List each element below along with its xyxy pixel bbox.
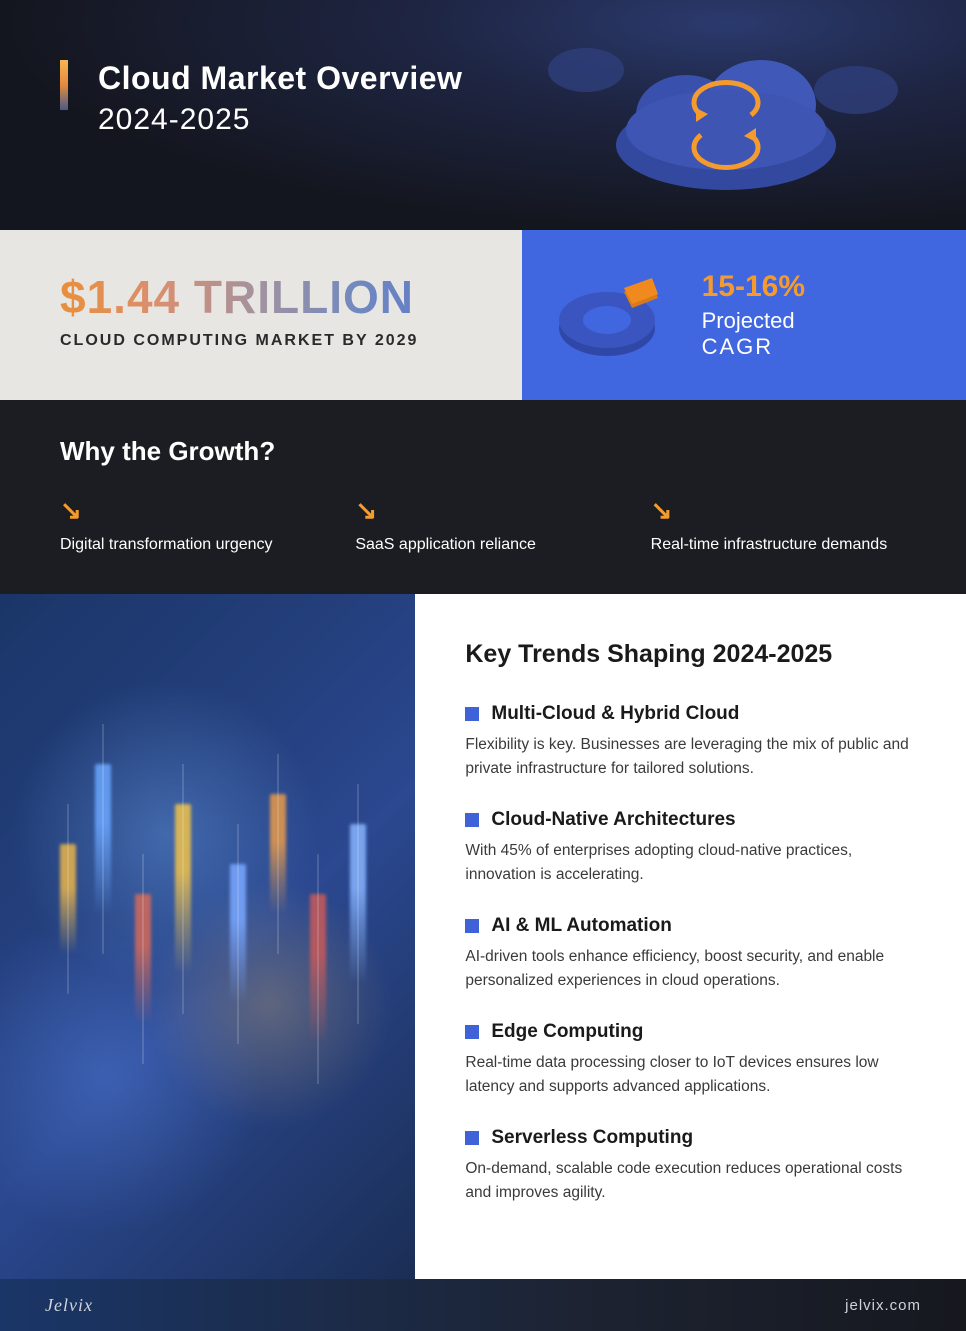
trends-illustration: [0, 594, 415, 1279]
candle-wick: [182, 764, 184, 1014]
trend-item: AI & ML Automation AI-driven tools enhanc…: [465, 915, 916, 993]
trends-section: Key Trends Shaping 2024-2025 Multi-Cloud…: [0, 594, 966, 1279]
trend-item: Serverless Computing On-demand, scalable …: [465, 1127, 916, 1205]
trend-item: Cloud-Native Architectures With 45% of en…: [465, 809, 916, 887]
square-bullet-icon: [465, 813, 479, 827]
footer-brand: Jelvix: [45, 1295, 93, 1316]
trend-item: Multi-Cloud & Hybrid Cloud Flexibility is…: [465, 703, 916, 781]
cagr-label-1: Projected: [702, 308, 805, 334]
trends-heading: Key Trends Shaping 2024-2025: [465, 640, 916, 669]
trend-title: Multi-Cloud & Hybrid Cloud: [491, 703, 739, 725]
arrow-icon: ↘: [60, 495, 315, 526]
trend-title: AI & ML Automation: [491, 915, 671, 937]
hero-subtitle: 2024-2025: [98, 103, 462, 137]
trends-content: Key Trends Shaping 2024-2025 Multi-Cloud…: [415, 594, 966, 1279]
growth-list: ↘ Digital transformation urgency ↘ SaaS …: [60, 495, 906, 554]
candle-wick: [277, 754, 279, 954]
candle-wick: [142, 854, 144, 1064]
growth-item: ↘ Real-time infrastructure demands: [651, 495, 906, 554]
candle-wick: [67, 804, 69, 994]
hero-text: Cloud Market Overview 2024-2025: [98, 60, 462, 230]
market-size-label: CLOUD COMPUTING MARKET BY 2029: [60, 332, 462, 350]
arrow-icon: ↘: [651, 495, 906, 526]
square-bullet-icon: [465, 707, 479, 721]
trend-item: Edge Computing Real-time data processing …: [465, 1021, 916, 1099]
cagr-panel: 15-16% Projected CAGR: [522, 230, 966, 400]
cloud-icon: [526, 20, 926, 220]
stats-section: $1.44 TRILLION CLOUD COMPUTING MARKET BY…: [0, 230, 966, 400]
growth-item-label: Real-time infrastructure demands: [651, 536, 888, 553]
trend-description: Flexibility is key. Businesses are lever…: [465, 733, 916, 781]
hero-section: Cloud Market Overview 2024-2025: [0, 0, 966, 230]
growth-section: Why the Growth? ↘ Digital transformation…: [0, 400, 966, 594]
candle-wick: [102, 724, 104, 954]
trend-title: Edge Computing: [491, 1021, 643, 1043]
candle-wick: [357, 784, 359, 1024]
cagr-label-2: CAGR: [702, 334, 805, 360]
donut-chart-icon: [552, 260, 672, 370]
growth-item: ↘ SaaS application reliance: [355, 495, 610, 554]
trend-title: Cloud-Native Architectures: [491, 809, 735, 831]
market-size-value: $1.44 TRILLION: [60, 270, 462, 324]
trend-description: AI-driven tools enhance efficiency, boos…: [465, 945, 916, 993]
trend-description: On-demand, scalable code execution reduc…: [465, 1157, 916, 1205]
hero-title: Cloud Market Overview: [98, 60, 462, 97]
footer: Jelvix jelvix.com: [0, 1279, 966, 1331]
market-size-panel: $1.44 TRILLION CLOUD COMPUTING MARKET BY…: [0, 230, 522, 400]
arrow-icon: ↘: [355, 495, 610, 526]
square-bullet-icon: [465, 1025, 479, 1039]
trend-description: Real-time data processing closer to IoT …: [465, 1051, 916, 1099]
hero-accent-bar: [60, 60, 68, 110]
growth-item-label: Digital transformation urgency: [60, 536, 273, 553]
growth-item-label: SaaS application reliance: [355, 536, 536, 553]
cagr-text: 15-16% Projected CAGR: [702, 270, 805, 360]
footer-url: jelvix.com: [845, 1297, 921, 1314]
square-bullet-icon: [465, 919, 479, 933]
growth-heading: Why the Growth?: [60, 436, 906, 467]
cagr-value: 15-16%: [702, 270, 805, 304]
trend-title: Serverless Computing: [491, 1127, 693, 1149]
candle-wick: [317, 854, 319, 1084]
growth-item: ↘ Digital transformation urgency: [60, 495, 315, 554]
square-bullet-icon: [465, 1131, 479, 1145]
trend-description: With 45% of enterprises adopting cloud-n…: [465, 839, 916, 887]
candle-wick: [237, 824, 239, 1044]
